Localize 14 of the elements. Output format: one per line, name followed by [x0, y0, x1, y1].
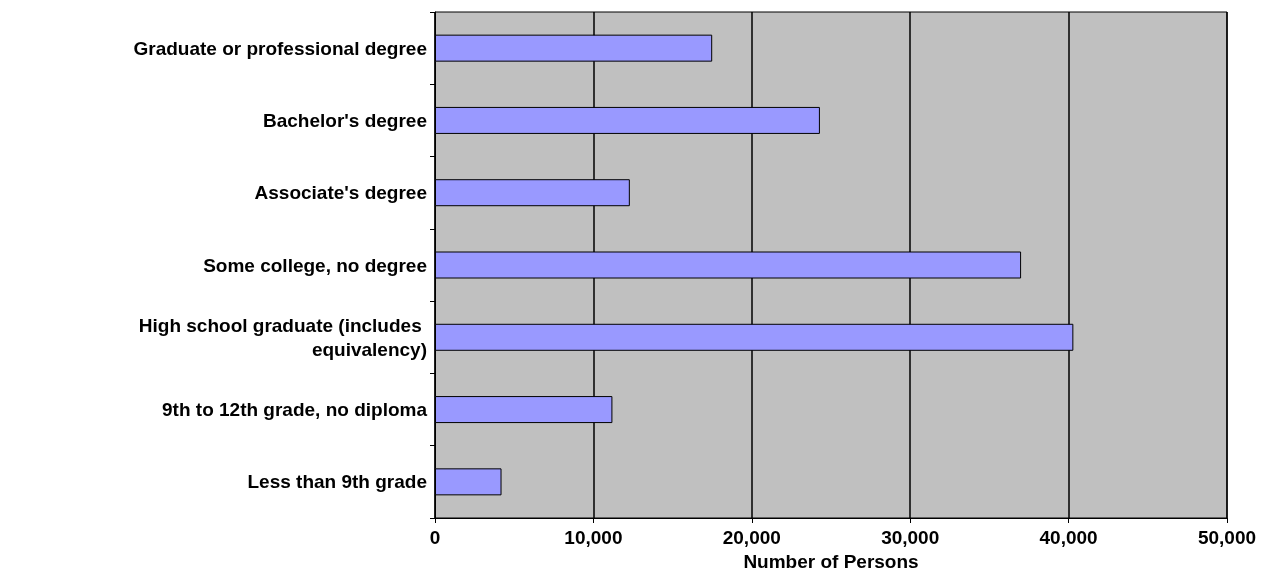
y-tick-label: Graduate or professional degree	[133, 37, 427, 59]
x-tick-label: 20,000	[722, 527, 781, 548]
x-tick-label: 40,000	[1039, 527, 1098, 548]
x-tick-label: 10,000	[564, 527, 623, 548]
y-tick-label: Bachelor's degree	[263, 109, 427, 131]
x-axis-title: Number of Persons	[743, 550, 919, 572]
y-tick-label: Associate's degree	[254, 182, 427, 204]
x-tick-label: 50,000	[1197, 527, 1257, 548]
y-tick-label: High school graduate (includes equivalency)	[138, 314, 427, 360]
y-tick-label: Less than 9th grade	[247, 471, 427, 493]
y-tick-label: Some college, no degree	[203, 254, 427, 276]
x-tick-label: 0	[429, 527, 441, 548]
y-tick-label: 9th to 12th grade, no diploma	[162, 399, 428, 421]
x-tick-label: 30,000	[881, 527, 940, 548]
